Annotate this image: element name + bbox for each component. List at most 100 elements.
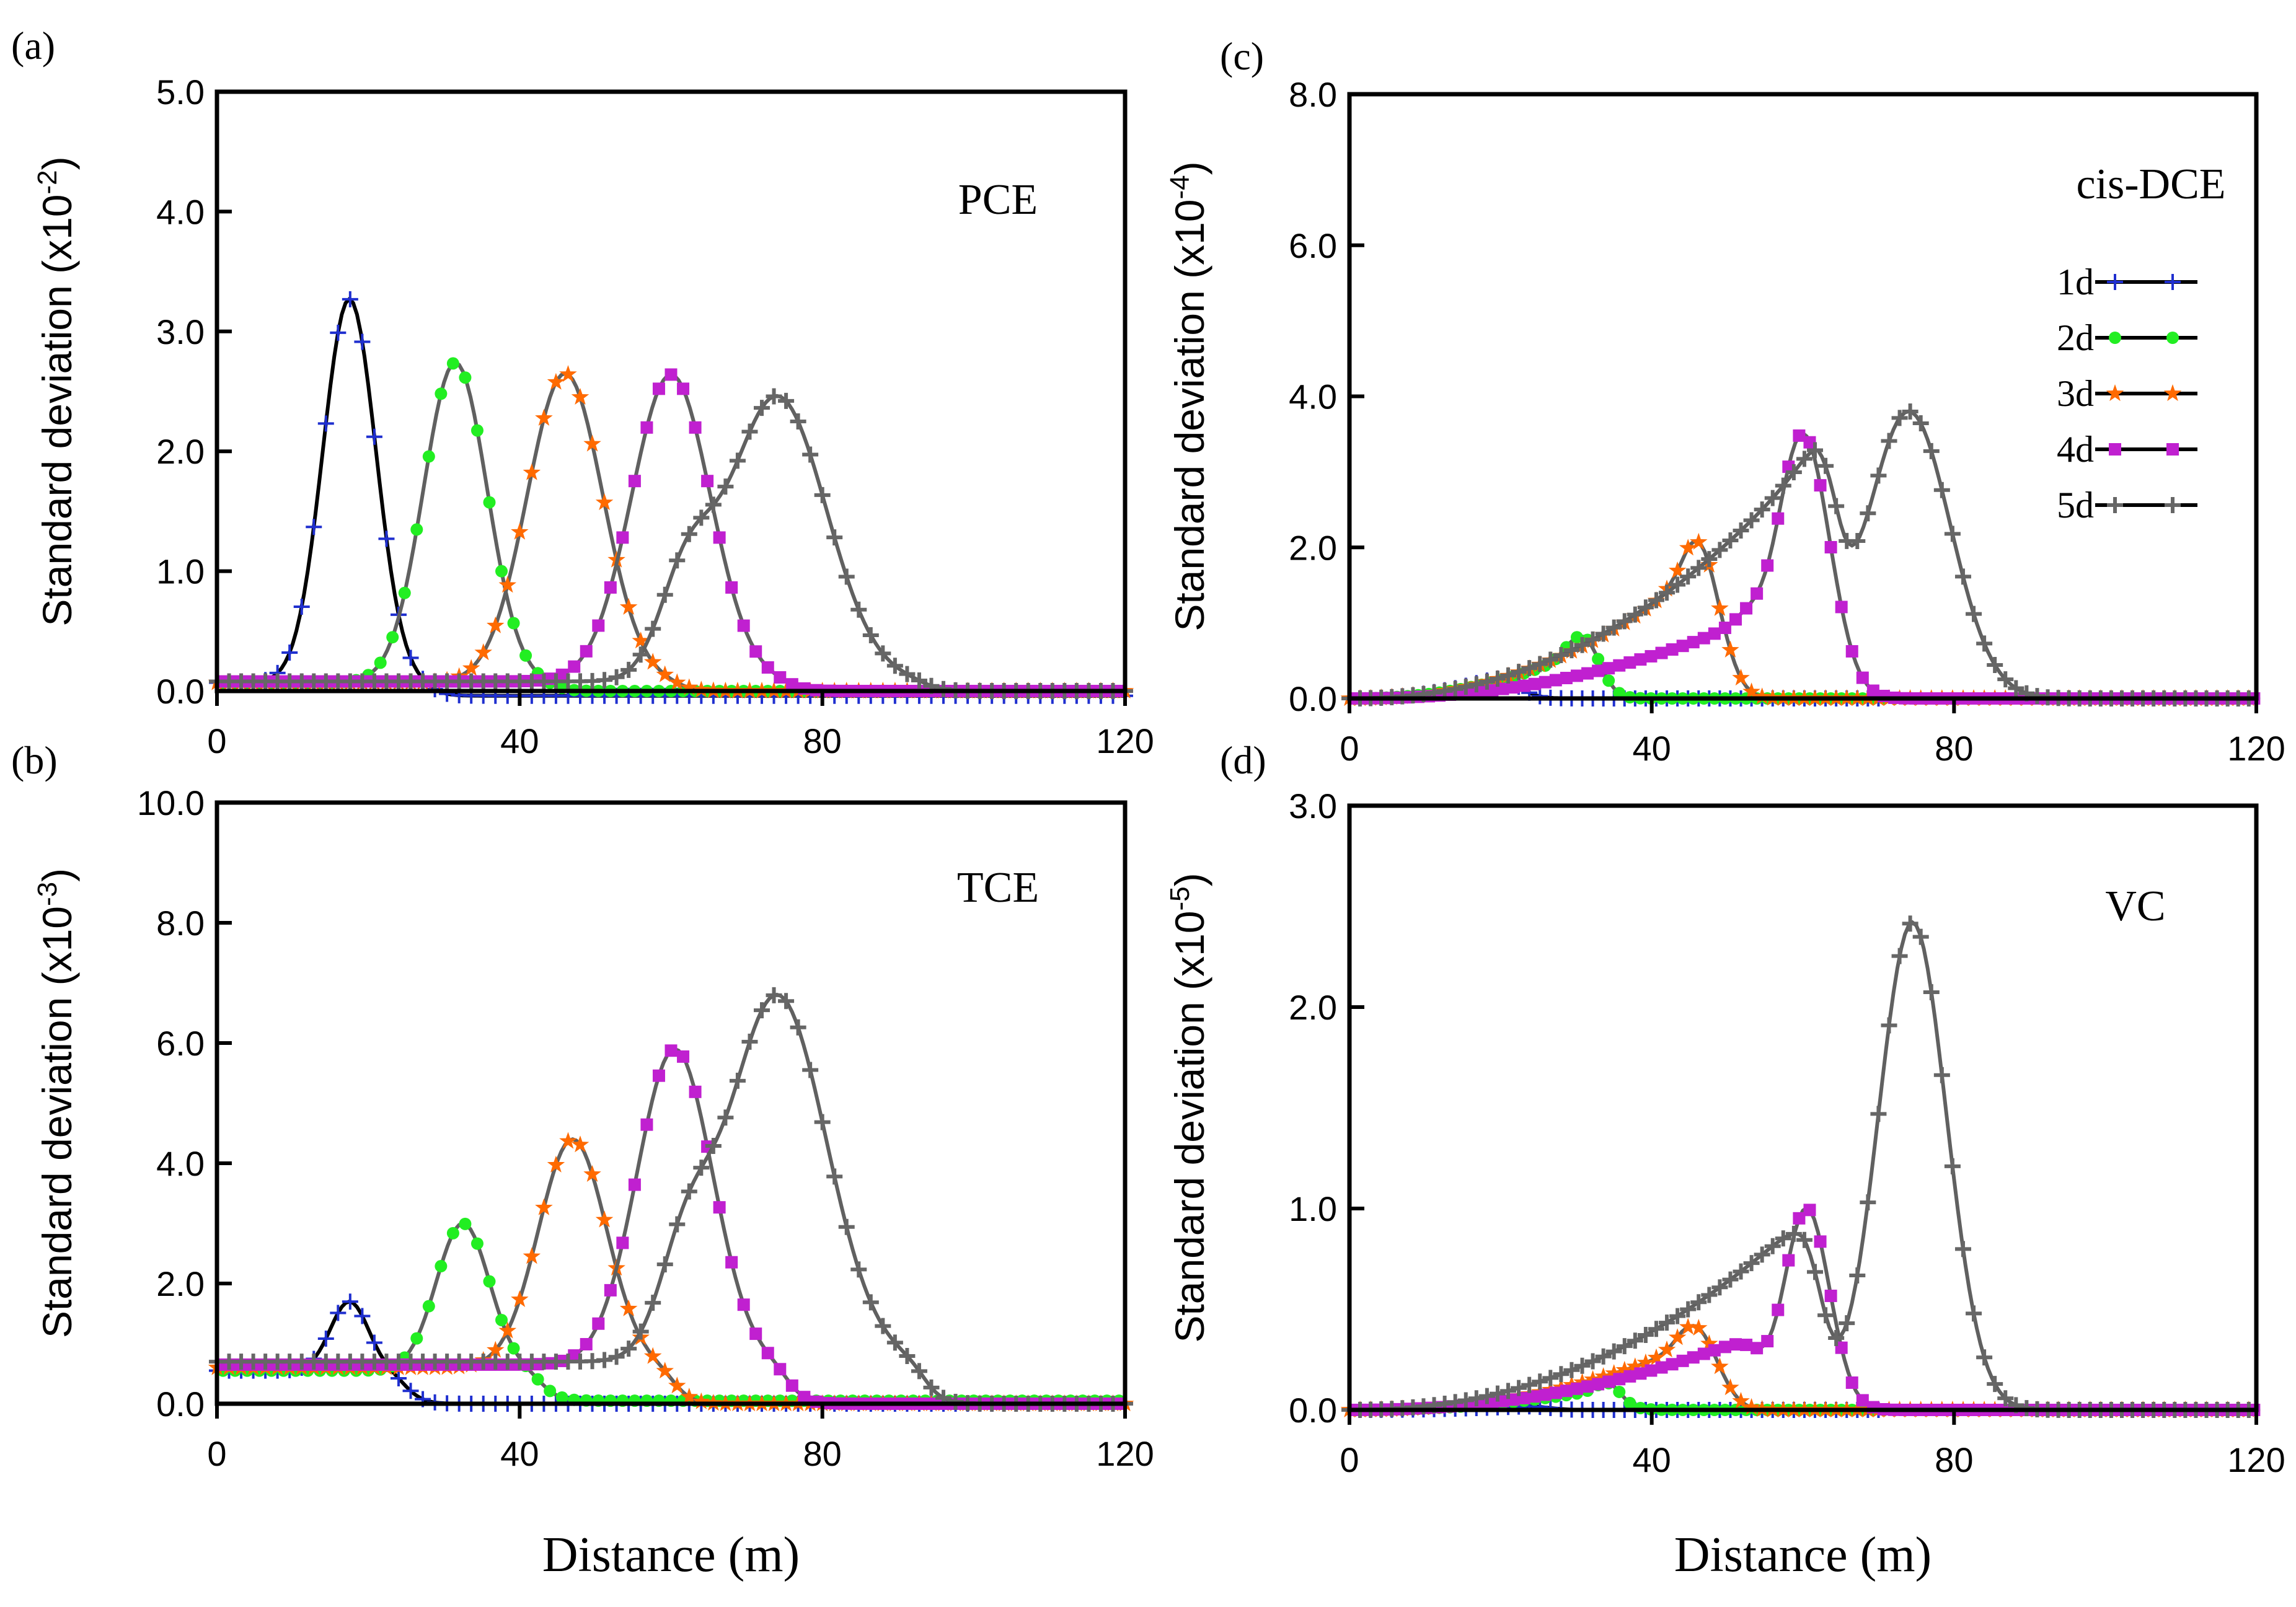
data-point bbox=[1764, 1238, 1781, 1254]
data-point bbox=[342, 291, 358, 307]
data-point bbox=[701, 475, 714, 488]
legend-item-3d: 3d bbox=[2057, 373, 2197, 414]
data-point bbox=[643, 1347, 662, 1364]
data-point bbox=[628, 475, 641, 488]
data-point bbox=[1785, 464, 1802, 480]
data-point bbox=[547, 1155, 565, 1173]
data-point bbox=[1733, 1263, 1749, 1280]
data-point bbox=[1764, 490, 1781, 506]
data-point bbox=[1489, 671, 1506, 687]
legend-marker bbox=[2107, 497, 2123, 513]
data-point bbox=[802, 1062, 819, 1078]
data-point bbox=[559, 365, 577, 382]
panel-title: cis-DCE bbox=[2076, 161, 2225, 208]
data-point bbox=[306, 519, 322, 535]
plot-frame bbox=[214, 800, 1128, 1406]
data-point bbox=[1817, 1307, 1834, 1324]
data-point bbox=[1700, 1334, 1718, 1352]
x-tick-label: 80 bbox=[1935, 729, 1973, 768]
y-tick-label: 3.0 bbox=[156, 312, 205, 351]
data-point bbox=[681, 526, 697, 542]
data-point bbox=[717, 1109, 734, 1126]
data-point bbox=[1807, 1264, 1824, 1280]
data-point bbox=[596, 672, 613, 689]
data-point bbox=[568, 660, 581, 673]
data-point bbox=[391, 1370, 407, 1387]
legend: 1d 2d 3d 4d 5d bbox=[2057, 262, 2197, 526]
data-point bbox=[862, 1294, 879, 1311]
data-point bbox=[1496, 1394, 1509, 1407]
data-point bbox=[1553, 1366, 1570, 1383]
data-point bbox=[1881, 1017, 1897, 1034]
data-point bbox=[487, 616, 505, 633]
data-point bbox=[1613, 687, 1626, 700]
data-point bbox=[1623, 656, 1636, 669]
data-point bbox=[1595, 1348, 1612, 1365]
data-point bbox=[1539, 676, 1552, 689]
data-point bbox=[656, 665, 674, 682]
y-tick-label: 6.0 bbox=[156, 1024, 205, 1063]
data-point bbox=[1648, 592, 1664, 609]
data-point bbox=[1613, 1373, 1626, 1386]
data-point bbox=[713, 531, 726, 544]
data-point bbox=[1560, 1385, 1573, 1398]
data-point bbox=[741, 1033, 758, 1050]
data-point bbox=[498, 576, 517, 593]
data-point bbox=[668, 673, 686, 690]
data-point bbox=[422, 450, 435, 463]
data-point bbox=[680, 1388, 699, 1405]
data-point bbox=[293, 598, 310, 615]
data-point bbox=[1581, 667, 1594, 680]
data-point bbox=[1687, 1351, 1700, 1364]
y-tick-label: 0.0 bbox=[156, 1385, 205, 1424]
x-tick-label: 120 bbox=[2227, 1440, 2285, 1479]
data-point bbox=[1500, 667, 1517, 684]
data-point bbox=[1772, 1303, 1785, 1316]
data-point bbox=[1468, 676, 1485, 693]
data-point bbox=[1933, 1067, 1950, 1083]
data-point bbox=[619, 597, 638, 615]
x-axis-label: Distance (m) bbox=[1674, 1528, 1932, 1582]
y-tick-label: 2.0 bbox=[156, 432, 205, 471]
data-point bbox=[1697, 632, 1710, 645]
plot-frame bbox=[1347, 803, 2259, 1412]
data-point bbox=[1563, 1362, 1580, 1378]
data-point bbox=[1856, 1394, 1869, 1407]
data-point bbox=[1718, 1341, 1731, 1354]
y-tick-label: 3.0 bbox=[1289, 786, 1337, 826]
data-point bbox=[1870, 1106, 1887, 1122]
data-point bbox=[1743, 512, 1760, 529]
y-tick-label: 0.0 bbox=[156, 672, 205, 711]
data-point bbox=[1627, 1332, 1643, 1349]
data-point bbox=[535, 408, 553, 426]
data-point bbox=[778, 392, 795, 409]
data-point bbox=[1616, 613, 1633, 630]
data-point bbox=[330, 324, 347, 341]
data-point bbox=[398, 586, 411, 599]
data-point bbox=[737, 619, 750, 632]
panel-pce: (a) PCE 0.0 1.0 2.0 3.0 4.0 5.0 0 40 80 120 Standard… bbox=[11, 24, 1154, 760]
y-tick-label: 0.0 bbox=[1289, 1391, 1337, 1430]
data-point bbox=[459, 371, 472, 384]
data-point bbox=[1532, 1373, 1548, 1390]
data-point bbox=[1711, 1357, 1729, 1375]
y-tick-label: 6.0 bbox=[1289, 226, 1337, 265]
data-point bbox=[402, 649, 419, 666]
x-tick-label: 0 bbox=[1340, 729, 1359, 768]
data-point bbox=[1742, 682, 1760, 700]
data-point bbox=[571, 387, 589, 405]
data-point bbox=[1902, 915, 1918, 932]
data-point bbox=[1605, 1343, 1622, 1360]
data-point bbox=[535, 1198, 553, 1215]
data-point bbox=[1542, 651, 1559, 668]
data-point bbox=[677, 1050, 690, 1063]
data-point bbox=[1659, 584, 1676, 601]
data-point bbox=[470, 1237, 483, 1250]
data-point bbox=[1666, 643, 1679, 656]
data-point bbox=[1592, 653, 1605, 666]
data-point bbox=[470, 424, 483, 437]
data-point bbox=[1824, 1289, 1837, 1302]
legend-item-2d: 2d bbox=[2057, 317, 2197, 358]
data-point bbox=[1708, 1344, 1721, 1357]
data-point bbox=[875, 1318, 891, 1334]
